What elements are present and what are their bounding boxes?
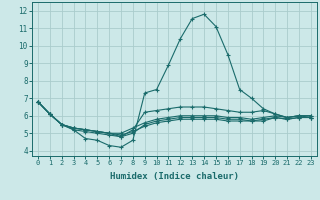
X-axis label: Humidex (Indice chaleur): Humidex (Indice chaleur) (110, 172, 239, 181)
